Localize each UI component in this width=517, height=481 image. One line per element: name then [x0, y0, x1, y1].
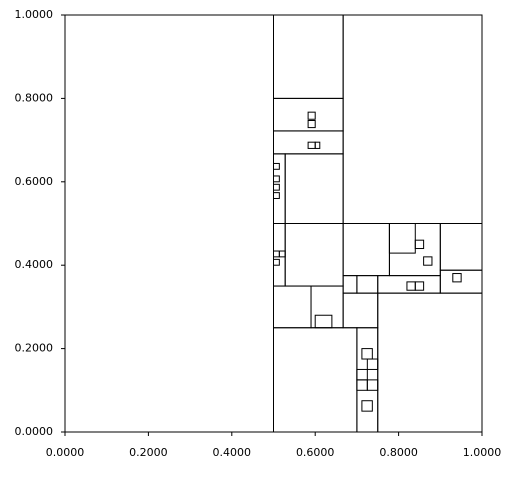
y-tick-label: 1.0000: [15, 8, 54, 21]
cell: [307, 120, 316, 129]
cell: [273, 192, 280, 199]
cell: [64, 14, 274, 433]
cell: [314, 314, 333, 329]
y-tick-label: 0.0000: [15, 425, 54, 438]
cell: [423, 256, 433, 266]
y-tick-label: 0.6000: [15, 175, 54, 188]
cell: [273, 327, 358, 433]
cell: [414, 281, 425, 291]
cell: [310, 285, 344, 329]
cell: [342, 14, 483, 224]
cell: [366, 379, 379, 391]
y-tick-label: 0.2000: [15, 342, 54, 355]
cell: [388, 223, 416, 254]
y-tick-label: 0.4000: [15, 258, 54, 271]
cell: [273, 183, 280, 191]
x-tick-label: 0.6000: [296, 446, 335, 459]
x-tick-label: 0.8000: [379, 446, 418, 459]
cell: [342, 275, 358, 294]
cell: [273, 285, 312, 329]
cell: [356, 368, 368, 381]
cell: [284, 223, 344, 287]
cell: [366, 358, 379, 370]
x-tick-label: 0.4000: [213, 446, 252, 459]
cell: [439, 223, 483, 271]
cell: [307, 141, 316, 149]
x-tick-label: 1.0000: [463, 446, 502, 459]
cell: [273, 250, 280, 258]
x-tick-label: 0.2000: [129, 446, 168, 459]
cell: [361, 400, 373, 412]
cell: [406, 281, 416, 291]
cell: [356, 275, 379, 294]
cell: [273, 162, 280, 170]
x-tick-label: 0.0000: [46, 446, 85, 459]
cell: [342, 223, 390, 277]
cell: [273, 258, 280, 266]
cell: [342, 292, 379, 329]
cell: [377, 292, 483, 433]
cell: [361, 348, 373, 360]
cell: [273, 14, 344, 99]
cell: [278, 250, 286, 258]
cell: [414, 239, 425, 250]
cell: [284, 153, 344, 224]
cell: [452, 273, 462, 283]
cell: [273, 175, 280, 183]
cell: [314, 141, 321, 149]
y-tick-label: 0.8000: [15, 91, 54, 104]
cell: [307, 111, 316, 120]
cell: [356, 379, 368, 391]
plot-frame: [64, 14, 483, 433]
